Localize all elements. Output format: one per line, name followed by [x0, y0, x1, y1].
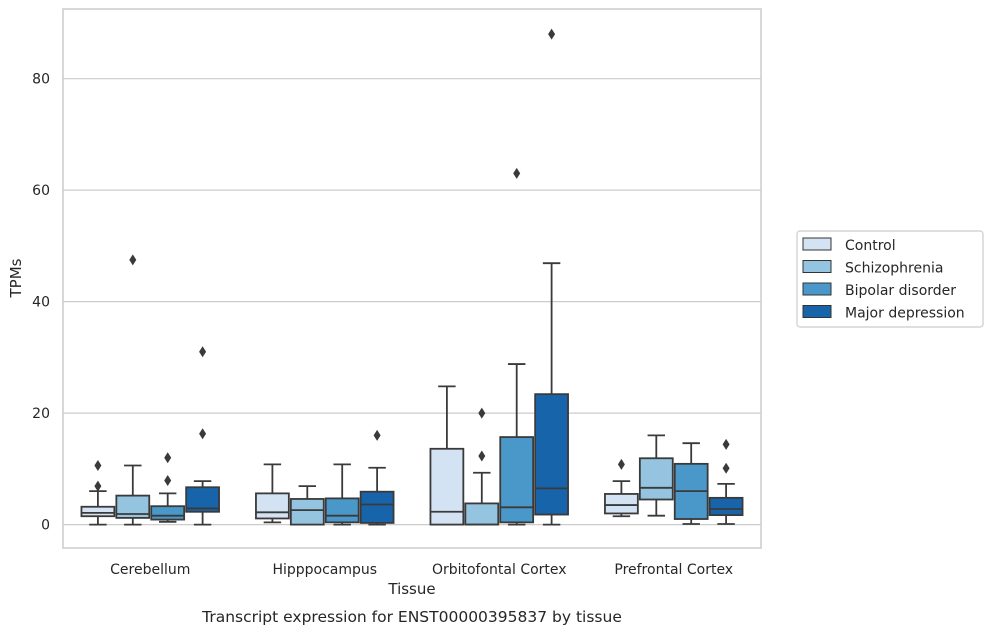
box-body [359, 490, 395, 524]
box-major-depression [359, 429, 395, 526]
x-axis-label: Tissue [387, 580, 435, 598]
x-tick-label: Hipppocampus [272, 562, 377, 578]
box-bipolar-disorder [150, 452, 186, 523]
y-tick-label: 40 [32, 295, 50, 311]
outlier-point [722, 438, 730, 450]
x-tick-label: Orbitofontal Cortex [432, 562, 567, 578]
y-axis-label: TPMs [7, 258, 25, 298]
legend-label: Bipolar disorder [845, 283, 956, 299]
y-tick-label: 0 [41, 518, 50, 534]
box-schizophrenia [638, 434, 674, 517]
legend-swatch [802, 260, 832, 273]
outlier-point [129, 254, 137, 266]
axes-frame [62, 8, 762, 549]
box-body [499, 436, 535, 524]
outlier-point [548, 28, 556, 40]
outlier-point [373, 429, 381, 441]
legend-swatch [802, 282, 832, 296]
box-body [708, 496, 744, 517]
outlier-point [478, 450, 486, 462]
boxes [80, 28, 744, 526]
legend-label: Major depression [845, 306, 965, 322]
outlier-point [722, 462, 730, 474]
legend-frame [796, 230, 984, 328]
y-tick-label: 20 [32, 406, 50, 422]
legend-swatch [802, 237, 832, 251]
box-body [289, 498, 325, 526]
outlier-point [164, 452, 172, 464]
legend-swatch [802, 305, 832, 318]
box-schizophrenia [464, 407, 500, 526]
box-major-depression [185, 346, 220, 526]
y-tick-label: 80 [32, 72, 50, 88]
box-bipolar-disorder [673, 442, 709, 525]
outlier-point [94, 480, 102, 492]
box-major-depression [534, 28, 569, 526]
outlier-point [164, 475, 172, 487]
x-tick-label: Prefrontal Cortex [614, 562, 733, 578]
box-body [115, 494, 151, 519]
box-body [429, 447, 465, 526]
box-bipolar-disorder [324, 463, 360, 526]
legend-label: Schizophrenia [845, 261, 943, 277]
box-body [150, 505, 186, 521]
outlier-point [513, 167, 521, 179]
outlier-point [199, 428, 207, 440]
legend-label: Control [845, 238, 896, 254]
y-tick-label: 60 [32, 183, 50, 199]
outlier-point [199, 346, 207, 358]
x-tick-labels: Cerebellum Hipppocampus Orbitofontal Corte… [110, 562, 733, 578]
box-body [534, 393, 569, 516]
box-major-depression [708, 438, 744, 525]
box-body [324, 497, 360, 524]
box-body [80, 505, 116, 518]
box-body [604, 493, 639, 515]
box-bipolar-disorder [499, 167, 535, 526]
legend: Control Schizophrenia Bipolar disorder Majo… [796, 230, 984, 328]
y-tick-labels: 0 20 40 60 80 [32, 72, 50, 534]
box-schizophrenia [289, 485, 325, 526]
gridlines [63, 78, 761, 526]
outlier-point [617, 458, 625, 470]
box-control [80, 460, 116, 526]
chart-caption: Transcript expression for ENST0000039583… [201, 608, 622, 626]
box-control [255, 463, 290, 524]
box-control [429, 385, 465, 526]
box-schizophrenia [115, 254, 151, 526]
box-body [638, 457, 674, 501]
outlier-point [478, 407, 486, 419]
outlier-point [94, 460, 102, 472]
box-control [604, 458, 639, 518]
box-body [464, 502, 500, 526]
box-body [255, 492, 290, 520]
x-tick-label: Cerebellum [110, 562, 190, 578]
